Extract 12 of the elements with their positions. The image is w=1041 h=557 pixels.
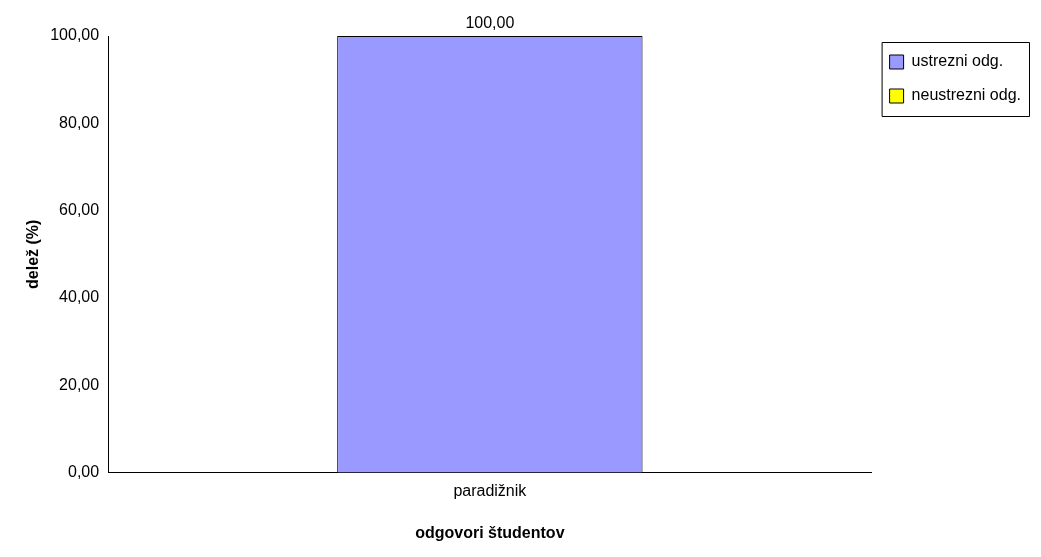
x-tick-label: paradižnik: [453, 481, 528, 499]
x-axis-title: odgovori študentov: [415, 523, 565, 541]
y-tick-label: 100,00: [50, 26, 100, 44]
data-label: 100,00: [465, 14, 515, 32]
y-tick-label: 40,00: [59, 288, 100, 306]
legend-label: neustrezni odg.: [911, 86, 1021, 104]
y-tick-label: 60,00: [59, 201, 100, 219]
y-tick-label: 0,00: [68, 463, 100, 481]
y-tick-label: 20,00: [59, 375, 100, 393]
y-tick-label: 80,00: [59, 113, 100, 131]
legend-label: ustrezni odg.: [911, 52, 1004, 70]
y-axis-title: delež (%): [24, 219, 42, 289]
